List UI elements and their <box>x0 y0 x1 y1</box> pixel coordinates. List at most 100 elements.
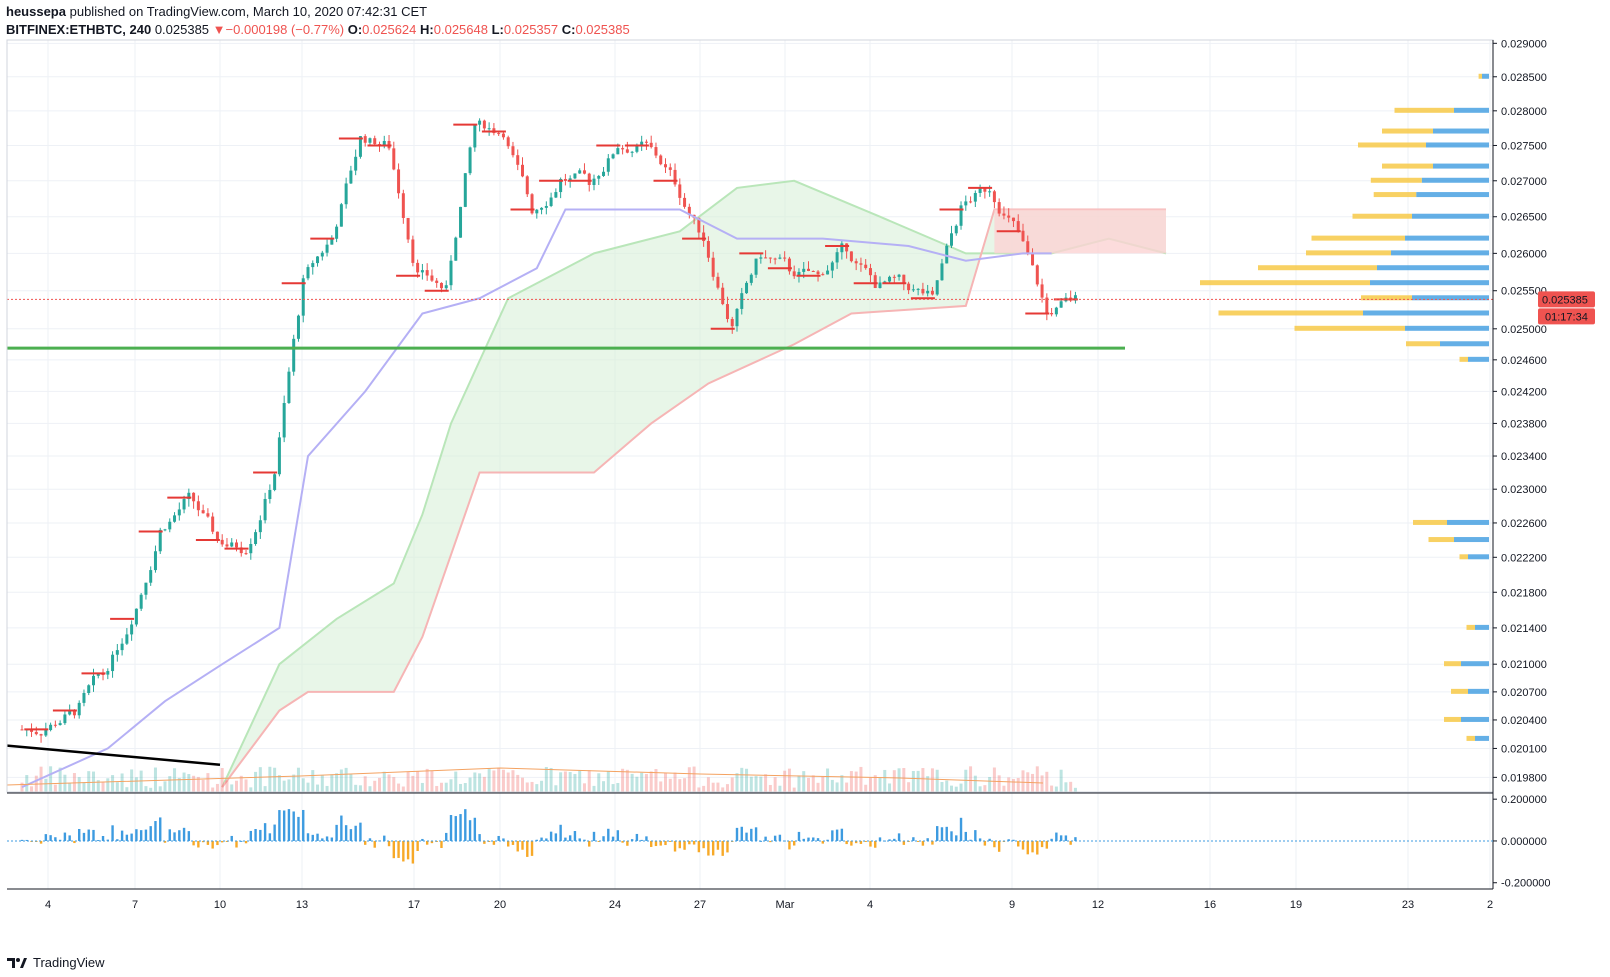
candle-body <box>382 141 386 146</box>
candle-body <box>230 542 234 547</box>
volume-bar <box>950 785 953 792</box>
chart-canvas[interactable]: 0.029000 0.028500 0.028000 0.027500 0.027000… <box>0 0 1610 950</box>
candle-body <box>463 173 467 207</box>
price-tick-label: 0.020100 <box>1501 743 1547 755</box>
oscillator-bar <box>125 834 129 841</box>
oscillator-bar <box>721 840 724 856</box>
volume-bar <box>978 786 982 792</box>
published-text: published on TradingView.com, March 10, … <box>69 4 428 19</box>
candle-body <box>130 624 134 635</box>
volume-bar <box>911 770 915 792</box>
oscillator-bar <box>159 817 162 841</box>
candle-body <box>659 155 663 165</box>
footer: TradingView <box>6 952 105 972</box>
price-axis[interactable]: 0.029000 0.028500 0.028000 0.027500 0.027000… <box>1493 38 1547 784</box>
volume-bar <box>735 773 739 792</box>
oscillator-bar <box>616 830 620 841</box>
oscillator-bar <box>292 811 295 841</box>
volume-bar <box>892 770 896 792</box>
candle-body <box>497 133 501 135</box>
price-tick-label: 0.029000 <box>1501 38 1547 50</box>
volume-bar <box>664 772 667 792</box>
volume-bar <box>621 768 625 792</box>
oscillator-bar <box>449 815 453 841</box>
oscillator-bar <box>502 838 505 841</box>
candle-body <box>530 194 534 214</box>
oscillator-bar <box>854 840 858 844</box>
oscillator-bar <box>282 810 286 841</box>
candle-body <box>611 154 615 159</box>
volume-bar <box>344 767 348 792</box>
oscillator-bar <box>921 840 925 846</box>
oscillator-axis[interactable]: 0.200000 0.000000 -0.200000 <box>1493 794 1551 890</box>
brand-name[interactable]: TradingView <box>33 954 105 970</box>
oscillator-bar <box>959 817 963 841</box>
symbol-label[interactable]: BITFINEX:ETHBTC, 240 <box>6 22 152 37</box>
author-name[interactable]: heussepa <box>6 4 66 19</box>
volume-bar <box>263 786 267 792</box>
oscillator-bar <box>368 838 372 841</box>
candle-body <box>1040 284 1044 298</box>
volume-profile-down-bar <box>1459 356 1468 362</box>
candle-body <box>134 608 138 625</box>
oscillator-bar <box>955 835 958 841</box>
volume-bar <box>501 769 505 792</box>
volume-profile-up-bar <box>1412 213 1489 219</box>
tradingview-logo-icon[interactable] <box>6 955 28 969</box>
oscillator-bar <box>1012 839 1015 841</box>
volume-bar <box>192 775 196 792</box>
oscillator-bar <box>25 839 28 841</box>
oscillator-bar <box>263 823 267 841</box>
volume-bar <box>258 767 262 792</box>
volume-bar <box>859 766 863 792</box>
price-tick-label: 0.028500 <box>1501 72 1547 84</box>
oscillator-bar <box>92 829 95 841</box>
oscillator-bar <box>225 840 229 842</box>
candle-body <box>292 338 296 372</box>
volume-bar <box>435 785 439 792</box>
candle-body <box>478 120 482 125</box>
volume-bar <box>101 782 105 792</box>
candle-body <box>215 531 219 540</box>
oscillator-bar <box>1031 840 1034 853</box>
volume-bar <box>1069 781 1073 792</box>
oscillator-bar <box>97 840 100 842</box>
ichimoku-cloud <box>221 179 1167 788</box>
oscillator-bar <box>445 832 448 841</box>
candle-body <box>168 521 172 530</box>
oscillator-bar <box>1007 839 1010 841</box>
oscillator-bar <box>478 834 481 841</box>
time-axis[interactable]: 4 7 10 13 17 20 24 27 Mar 4 9 12 16 19 23 2 <box>45 899 1493 911</box>
candle-body <box>945 245 949 264</box>
candle-body <box>664 164 667 168</box>
oscillator-bar <box>688 840 691 845</box>
candle-body <box>621 148 625 150</box>
oscillator-tick-label: 0.000000 <box>1501 836 1547 848</box>
oscillator-bar <box>154 821 157 841</box>
oscillator-bar <box>707 840 710 856</box>
oscillator-bar <box>425 840 429 845</box>
oscillator-bar <box>535 839 538 841</box>
candle-body <box>1054 307 1058 315</box>
volume-bar <box>382 771 386 792</box>
volume-bar <box>945 780 949 792</box>
candle-body <box>335 226 339 239</box>
candle-body <box>654 147 658 156</box>
time-tick-label: 10 <box>214 899 226 911</box>
volume-bar <box>168 776 172 792</box>
volume-bar <box>644 773 648 792</box>
price-tick-label: 0.024600 <box>1501 355 1547 367</box>
candle-body <box>306 267 310 279</box>
volume-profile-up-bar <box>1405 325 1489 331</box>
candle-body <box>501 133 505 138</box>
candle-body <box>525 176 529 195</box>
candle-body <box>273 474 277 490</box>
volume-bar <box>282 780 286 792</box>
volume-bar <box>373 780 377 792</box>
oscillator-bar <box>111 825 114 841</box>
candle-body <box>287 371 291 404</box>
volume-profile-up-bar <box>1454 107 1489 113</box>
oscillator-bar <box>1074 837 1077 841</box>
volume-bar <box>716 782 720 792</box>
oscillator-bar <box>311 834 314 841</box>
